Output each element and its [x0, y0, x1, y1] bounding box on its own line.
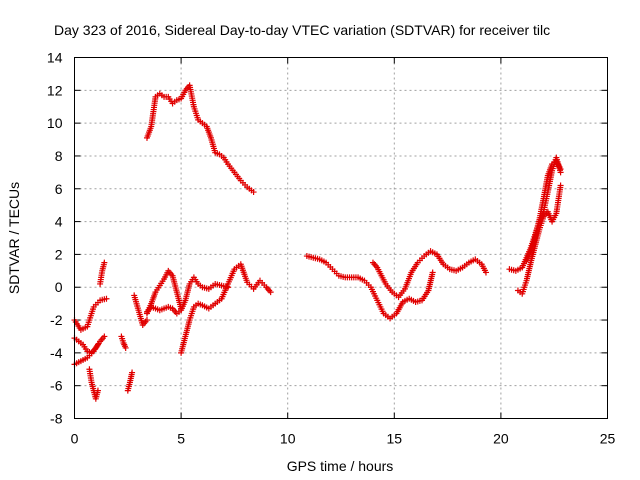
- y-tick-label: -2: [50, 312, 63, 328]
- x-tick-label: 5: [177, 431, 185, 447]
- series-arc-n: [369, 248, 489, 301]
- data-point: [178, 305, 185, 312]
- series-arc-a: [71, 295, 110, 333]
- data-point: [143, 317, 150, 324]
- series-arc-b: [71, 333, 108, 356]
- x-tick-label: 0: [71, 431, 79, 447]
- y-tick-label: 10: [47, 115, 63, 131]
- y-tick-label: 14: [47, 50, 63, 66]
- series-arc-m: [303, 253, 436, 322]
- plot-frame: [74, 57, 608, 419]
- series-arc-l: [143, 82, 257, 196]
- axes: -8 -6 -4 -2 0 2 4 6 8 10 12 14 0 5 10 15 20 25: [47, 50, 616, 447]
- data-point: [94, 341, 101, 348]
- data-point: [94, 387, 101, 394]
- data-point: [557, 166, 564, 173]
- chart-title: Day 323 of 2016, Sidereal Day-to-day VTE…: [54, 22, 550, 38]
- y-tick-label: -4: [50, 345, 63, 361]
- y-tick-label: 8: [55, 148, 63, 164]
- data-points: [71, 82, 564, 402]
- y-tick-label: -6: [50, 378, 63, 394]
- y-axis-label: SDTVAR / TECUs: [6, 182, 22, 294]
- data-point: [101, 333, 108, 340]
- data-point: [122, 344, 129, 351]
- y-tick-label: 4: [55, 214, 63, 230]
- x-tick-label: 25: [600, 431, 616, 447]
- data-point: [557, 182, 564, 189]
- data-point: [482, 269, 489, 276]
- series-arc-p: [514, 182, 564, 297]
- x-tick-label: 15: [387, 431, 403, 447]
- data-point: [129, 369, 136, 376]
- grid: [74, 57, 608, 419]
- data-point: [267, 289, 274, 296]
- data-point: [101, 259, 108, 266]
- series-arc-f: [118, 333, 129, 351]
- x-axis-label: GPS time / hours: [287, 458, 394, 474]
- series-arc-h: [131, 292, 150, 328]
- y-tick-label: 0: [55, 279, 63, 295]
- series-arc-e: [97, 259, 108, 287]
- x-tick-label: 20: [493, 431, 509, 447]
- series-arc-k: [178, 261, 274, 356]
- y-tick-label: -8: [50, 411, 63, 427]
- series-arc-g: [124, 369, 136, 394]
- series-arc-q: [523, 157, 564, 264]
- y-tick-label: 12: [47, 82, 63, 98]
- series-arc-j: [143, 267, 185, 317]
- y-tick-label: 2: [55, 246, 63, 262]
- y-tick-label: 6: [55, 181, 63, 197]
- x-tick-label: 10: [280, 431, 296, 447]
- data-point: [103, 295, 110, 302]
- data-point: [429, 269, 436, 276]
- series-arc-d: [86, 366, 101, 402]
- data-point: [250, 189, 257, 196]
- series-arc-c: [71, 341, 101, 368]
